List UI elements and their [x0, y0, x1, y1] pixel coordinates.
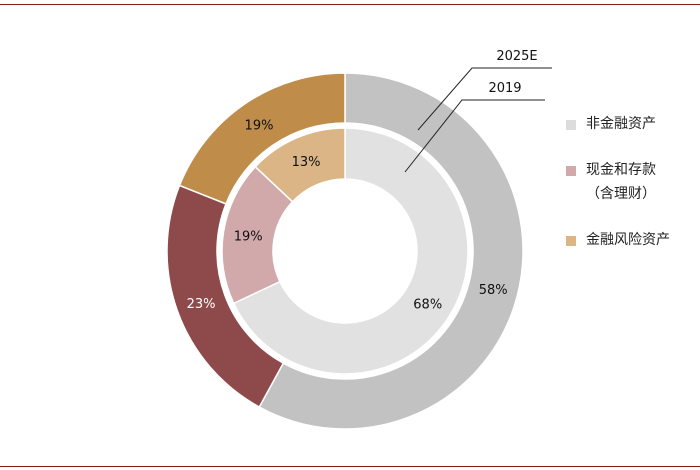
callout-label-2019: 2019 — [488, 81, 521, 96]
legend-label-cash-deposits: 现金和存款 — [586, 162, 656, 178]
legend-swatch-financial-risk — [566, 236, 576, 246]
outer-slice-label-financial-risk: 19% — [245, 118, 274, 133]
callout-line-2025e — [417, 67, 552, 131]
inner-slice-non-financial — [232, 127, 469, 375]
ring-callouts: 2025E 2019 — [404, 49, 552, 173]
segment-labels: 58% 23% 19% 68% 19% 13% — [187, 118, 508, 312]
top-rule — [0, 4, 700, 5]
outer-ring-2025e — [166, 72, 524, 430]
inner-slice-financial-risk — [254, 127, 346, 203]
inner-slice-label-financial-risk: 13% — [292, 155, 321, 170]
legend-item-financial-risk: 金融风险资产 — [566, 228, 696, 252]
bottom-rule — [0, 466, 700, 467]
legend-label-non-financial: 非金融资产 — [586, 116, 656, 132]
callout-label-2025e: 2025E — [496, 49, 537, 64]
outer-slice-label-cash-deposits: 23% — [187, 297, 216, 312]
legend-swatch-non-financial — [566, 120, 576, 130]
legend-label-financial-risk: 金融风险资产 — [586, 232, 670, 248]
inner-slice-label-cash-deposits: 19% — [234, 230, 263, 245]
legend-item-cash-deposits: 现金和存款 （含理财） — [566, 158, 696, 206]
legend-swatch-cash-deposits — [566, 166, 576, 176]
outer-slice-financial-risk — [178, 72, 346, 205]
inner-slice-label-non-financial: 68% — [413, 298, 442, 313]
callout-line-2019 — [404, 99, 545, 173]
outer-slice-label-non-financial: 58% — [479, 283, 508, 298]
legend-item-non-financial: 非金融资产 — [566, 112, 696, 136]
legend-label-cash-deposits-note: （含理财） — [586, 186, 656, 202]
outer-slice-non-financial — [258, 72, 524, 430]
inner-ring-2019 — [221, 127, 469, 375]
legend: 非金融资产 现金和存款 （含理财） 金融风险资产 — [566, 112, 696, 252]
